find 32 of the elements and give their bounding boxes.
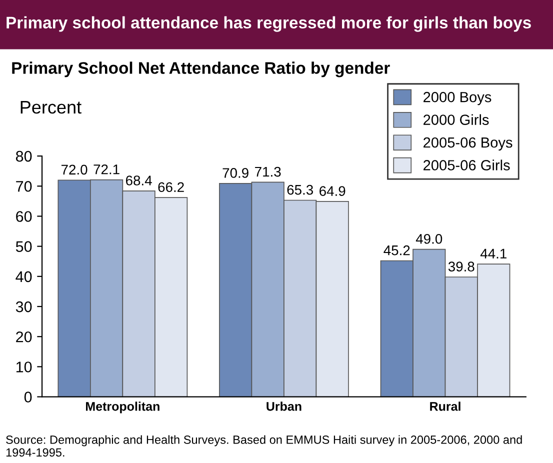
data-label: 68.4 — [126, 176, 152, 186]
y-tick-label: 40 — [16, 271, 32, 282]
y-axis-title: Percent — [20, 101, 82, 114]
data-label: 49.0 — [416, 234, 442, 244]
y-tick-label: 60 — [16, 211, 32, 222]
data-label: 70.9 — [222, 168, 248, 178]
source-note: Source: Demographic and Health Surveys. Based on EMMUS Haiti survey in 2005-2006, 2000 and 1994-1995. — [6, 435, 522, 457]
x-tick-label: Metropolitan — [86, 402, 160, 414]
y-tick-label: 50 — [16, 241, 32, 252]
y-tick-label: 30 — [16, 301, 32, 312]
x-tick-label: Rural — [430, 402, 460, 411]
y-tick-label: 20 — [16, 331, 32, 342]
chart-subtitle: Primary School Net Attendance Ratio by gender — [12, 62, 390, 78]
data-label: 65.3 — [287, 184, 313, 195]
data-label: 72.0 — [61, 164, 88, 175]
chart-title: Primary school attendance has regressed more for girls than boys — [6, 16, 531, 32]
data-label: 64.9 — [320, 186, 346, 196]
y-tick-label: 10 — [16, 362, 32, 372]
legend-label: 2005-06 Boys — [424, 137, 512, 151]
data-label: 71.3 — [255, 166, 281, 177]
y-tick-label: 0 — [24, 392, 32, 402]
y-tick-label: 80 — [16, 150, 32, 162]
data-label: 66.2 — [158, 182, 184, 192]
legend-label: 2000 Boys — [424, 92, 492, 106]
data-label: 45.2 — [384, 245, 410, 256]
legend-label: 2000 Girls — [424, 114, 489, 125]
data-label: 72.1 — [94, 164, 120, 174]
data-label: 44.1 — [480, 248, 506, 258]
y-tick-label: 70 — [16, 180, 32, 192]
legend-label: 2005-06 Girls — [424, 160, 510, 170]
x-tick-label: Urban — [266, 402, 302, 411]
data-label: 39.8 — [448, 262, 474, 272]
